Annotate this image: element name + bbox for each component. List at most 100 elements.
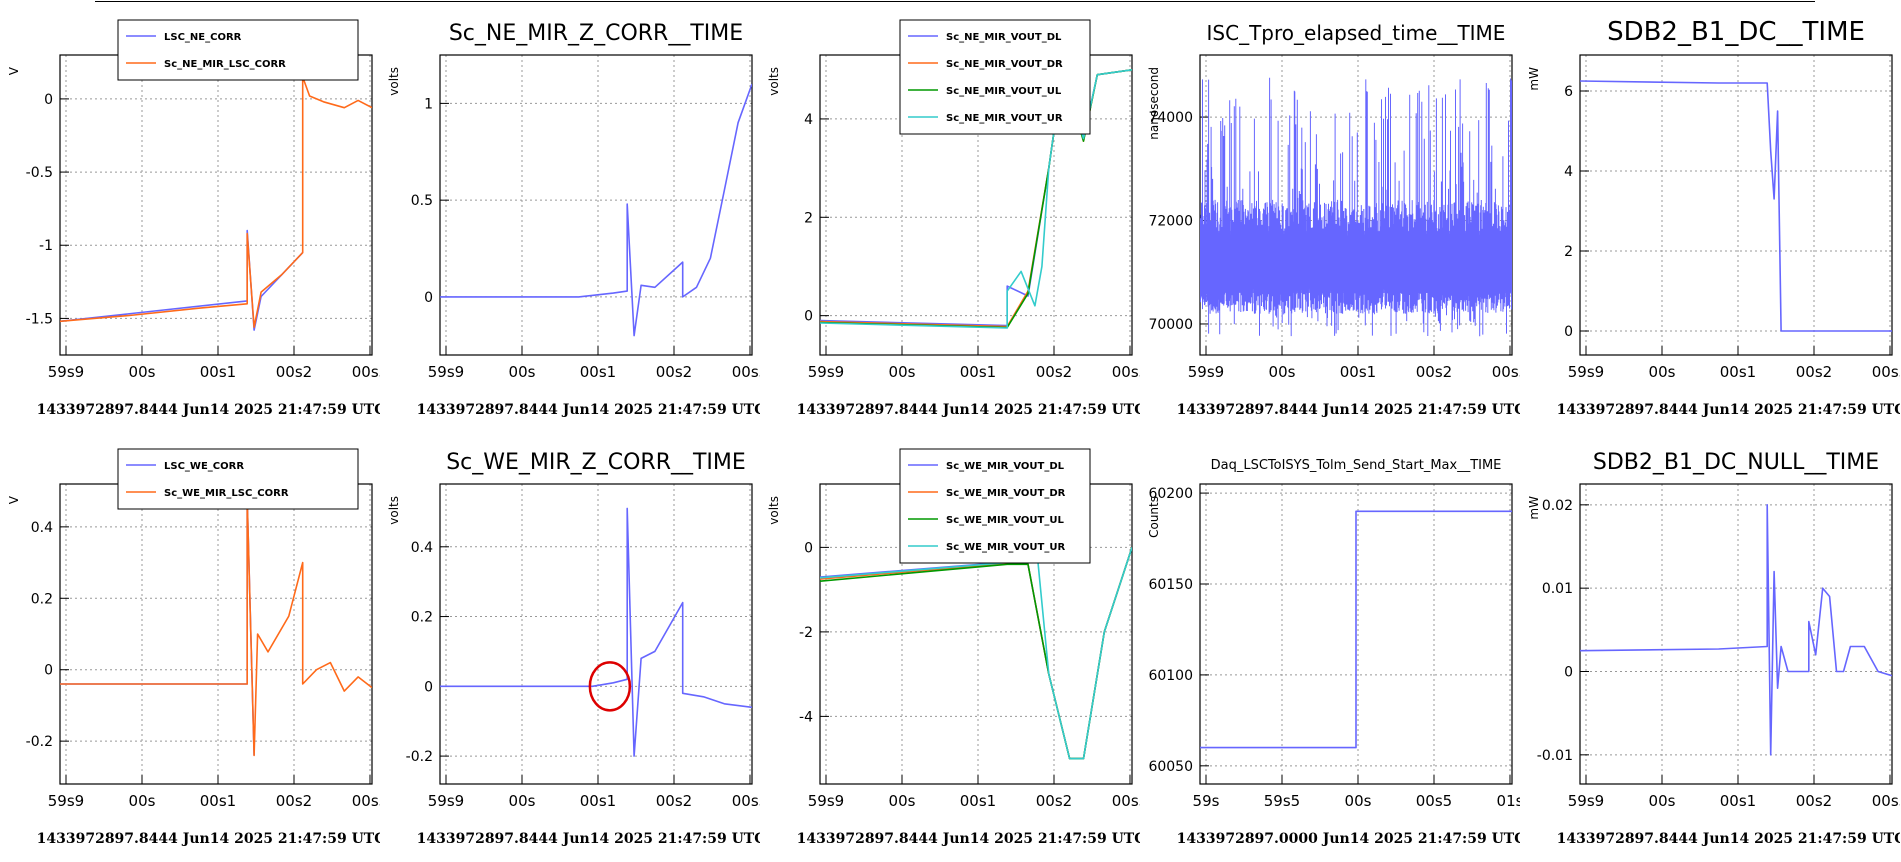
chart-title: SDB2_B1_DC__TIME bbox=[1607, 17, 1865, 47]
grid bbox=[60, 55, 372, 355]
x-tick-label: 59s9 bbox=[1568, 363, 1604, 381]
legend-entry: Sc_NE_MIR_VOUT_DL bbox=[946, 32, 1062, 43]
x-tick-label: 59s bbox=[1193, 792, 1220, 810]
x-tick-label: 00s2 bbox=[1796, 792, 1832, 810]
x-tick-label: 00s3 bbox=[1872, 792, 1900, 810]
y-axis-label: volts bbox=[387, 67, 401, 96]
legend-entry: Sc_NE_MIR_VOUT_UL bbox=[946, 86, 1062, 97]
x-tick-label: 00s1 bbox=[580, 363, 616, 381]
y-tick-label: 0.4 bbox=[31, 520, 53, 536]
chart-panel-1: 59s9 00s 00s1 00s2 00s3 -1.5 -1 -0.5 0 V LSC_NE_CO… bbox=[0, 0, 388, 429]
y-axis-label: volts bbox=[767, 67, 781, 96]
x-tick-label: 00s2 bbox=[656, 792, 692, 810]
chart-title: SDB2_B1_DC_NULL__TIME bbox=[1593, 450, 1879, 475]
y-tick-label: 0 bbox=[804, 540, 813, 556]
x-tick-label: 00s bbox=[509, 363, 536, 381]
x-tick-label: 59s9 bbox=[1568, 792, 1604, 810]
y-tick-label: -4 bbox=[799, 709, 813, 725]
x-tick-label: 00s3 bbox=[352, 363, 380, 381]
legend-entry: LSC_NE_CORR bbox=[164, 32, 242, 43]
y-tick-label: 0.4 bbox=[411, 540, 433, 556]
y-tick-label: 0 bbox=[424, 679, 433, 695]
series-line bbox=[1580, 80, 1892, 332]
x-tick-label: 00s3 bbox=[732, 363, 760, 381]
x-tick-label: 00s bbox=[509, 792, 536, 810]
x-tick-label: 00s2 bbox=[1796, 363, 1832, 381]
y-axis-label: V bbox=[7, 66, 21, 75]
chart-panel-5: 59s9 00s 00s1 00s2 00s3 0 2 4 6 mW SDB2_B1_DC__TIM… bbox=[1520, 0, 1901, 429]
y-tick-label: 72000 bbox=[1148, 214, 1193, 230]
x-tick-label: 00s5 bbox=[1416, 792, 1452, 810]
legend-entry: Sc_WE_MIR_VOUT_DR bbox=[946, 488, 1066, 499]
x-tick-label: 00s3 bbox=[1872, 363, 1900, 381]
y-tick-label: 74000 bbox=[1148, 110, 1193, 126]
y-tick-label: 2 bbox=[804, 210, 813, 226]
y-tick-label: 60050 bbox=[1148, 759, 1193, 775]
grid bbox=[820, 484, 1132, 784]
legend-entry: Sc_WE_MIR_VOUT_UL bbox=[946, 515, 1064, 526]
x-tick-label: 00s1 bbox=[580, 792, 616, 810]
y-tick-label: 60200 bbox=[1148, 486, 1193, 502]
series-line bbox=[820, 547, 1132, 760]
y-tick-label: 0.2 bbox=[411, 610, 433, 626]
plot-frame bbox=[1199, 483, 1513, 785]
legend-entry: Sc_NE_MIR_LSC_CORR bbox=[164, 59, 286, 70]
y-axis-label: V bbox=[7, 495, 21, 504]
y-tick-label: 0 bbox=[1564, 665, 1573, 681]
x-tick-label: 00s3 bbox=[1492, 363, 1520, 381]
y-tick-label: 0.02 bbox=[1542, 498, 1573, 514]
grid bbox=[60, 484, 372, 784]
timestamp: 1433972897.8444 Jun14 2025 21:47:59 UTC bbox=[417, 402, 760, 418]
x-tick-label: 00s bbox=[129, 792, 156, 810]
x-tick-label: 00s2 bbox=[1416, 363, 1452, 381]
series-line bbox=[820, 547, 1132, 760]
x-tick-label: 01s bbox=[1497, 792, 1520, 810]
highlight-circle bbox=[588, 661, 632, 712]
plot-frame bbox=[59, 54, 373, 356]
y-tick-label: -0.01 bbox=[1537, 748, 1573, 764]
y-axis-label: Counts bbox=[1147, 496, 1161, 538]
x-tick-label: 59s9 bbox=[1188, 363, 1224, 381]
x-tick-label: 00s bbox=[1649, 792, 1676, 810]
y-tick-label: 0 bbox=[44, 92, 53, 108]
x-tick-label: 00s3 bbox=[352, 792, 380, 810]
x-tick-label: 59s9 bbox=[808, 792, 844, 810]
x-tick-label: 00s bbox=[1649, 363, 1676, 381]
y-tick-label: -0.2 bbox=[406, 749, 433, 765]
x-tick-label: 00s1 bbox=[200, 792, 236, 810]
legend-entry: Sc_NE_MIR_VOUT_UR bbox=[946, 113, 1063, 124]
grid bbox=[440, 55, 752, 355]
y-axis-label: mW bbox=[1527, 67, 1541, 91]
chart-panel-7: 59s9 00s 00s1 00s2 00s3 -0.2 0 0.2 0.4 volts Sc_WE… bbox=[380, 429, 768, 858]
x-tick-label: 59s9 bbox=[808, 363, 844, 381]
grid bbox=[1580, 55, 1892, 355]
y-tick-label: 6 bbox=[1564, 84, 1573, 100]
x-tick-label: 59s9 bbox=[428, 792, 464, 810]
y-tick-label: 2 bbox=[1564, 244, 1573, 260]
timestamp: 1433972897.8444 Jun14 2025 21:47:59 UTC bbox=[1557, 402, 1900, 418]
y-axis-label: volts bbox=[767, 496, 781, 525]
chart-title: Sc_NE_MIR_Z_CORR__TIME bbox=[449, 21, 743, 46]
y-axis-label: nanosecond bbox=[1147, 67, 1161, 140]
y-tick-label: -2 bbox=[799, 625, 813, 641]
top-rule bbox=[95, 1, 1815, 2]
plot-frame bbox=[59, 483, 373, 785]
x-tick-label: 00s1 bbox=[960, 792, 996, 810]
legend: Sc_NE_MIR_VOUT_DL Sc_NE_MIR_VOUT_DR Sc_NE_… bbox=[899, 19, 1091, 135]
plot-frame bbox=[1579, 54, 1893, 356]
legend-box bbox=[899, 448, 1091, 564]
legend-entry: Sc_NE_MIR_VOUT_DR bbox=[946, 59, 1063, 70]
y-tick-label: 0.2 bbox=[31, 591, 53, 607]
legend-entry: Sc_WE_MIR_VOUT_UR bbox=[946, 542, 1065, 553]
y-tick-label: -0.5 bbox=[26, 165, 53, 181]
y-tick-label: 0.5 bbox=[411, 193, 433, 209]
timestamp: 1433972897.8444 Jun14 2025 21:47:59 UTC bbox=[37, 402, 380, 418]
timestamp: 1433972897.0000 Jun14 2025 21:47:59 UTC bbox=[1177, 831, 1520, 847]
legend-entry: Sc_WE_MIR_LSC_CORR bbox=[164, 488, 289, 499]
x-tick-label: 00s2 bbox=[276, 363, 312, 381]
chart-panel-2: 59s9 00s 00s1 00s2 00s3 0 0.5 1 volts Sc_NE_MIR_Z… bbox=[380, 0, 768, 429]
legend-box bbox=[117, 19, 359, 81]
series-line bbox=[1200, 510, 1512, 749]
y-tick-label: -1 bbox=[39, 238, 53, 254]
x-tick-label: 00s bbox=[1345, 792, 1372, 810]
